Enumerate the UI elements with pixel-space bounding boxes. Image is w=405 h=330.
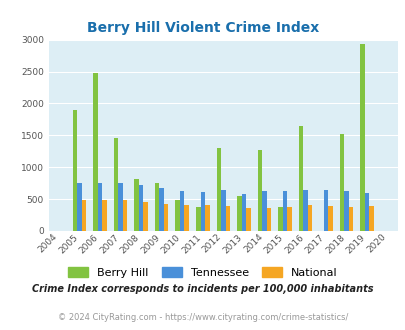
- Text: Berry Hill Violent Crime Index: Berry Hill Violent Crime Index: [87, 21, 318, 35]
- Bar: [225, 206, 230, 231]
- Bar: [123, 200, 127, 231]
- Bar: [245, 208, 250, 231]
- Bar: [266, 208, 271, 231]
- Bar: [113, 138, 118, 231]
- Bar: [323, 190, 328, 231]
- Bar: [364, 193, 369, 231]
- Bar: [282, 191, 286, 231]
- Bar: [81, 200, 86, 231]
- Bar: [262, 191, 266, 231]
- Bar: [339, 134, 343, 231]
- Bar: [98, 182, 102, 231]
- Bar: [343, 191, 348, 231]
- Text: Crime Index corresponds to incidents per 100,000 inhabitants: Crime Index corresponds to incidents per…: [32, 284, 373, 294]
- Bar: [348, 207, 352, 231]
- Bar: [257, 150, 262, 231]
- Bar: [77, 182, 81, 231]
- Bar: [93, 73, 98, 231]
- Bar: [307, 205, 311, 231]
- Bar: [359, 44, 364, 231]
- Legend: Berry Hill, Tennessee, National: Berry Hill, Tennessee, National: [64, 263, 341, 282]
- Bar: [328, 206, 332, 231]
- Bar: [179, 191, 184, 231]
- Text: © 2024 CityRating.com - https://www.cityrating.com/crime-statistics/: © 2024 CityRating.com - https://www.city…: [58, 313, 347, 322]
- Bar: [143, 202, 147, 231]
- Bar: [155, 182, 159, 231]
- Bar: [369, 207, 373, 231]
- Bar: [277, 207, 282, 231]
- Bar: [72, 110, 77, 231]
- Bar: [298, 126, 303, 231]
- Bar: [200, 192, 205, 231]
- Bar: [220, 190, 225, 231]
- Bar: [102, 200, 107, 231]
- Bar: [118, 182, 123, 231]
- Bar: [184, 205, 189, 231]
- Bar: [134, 179, 139, 231]
- Bar: [237, 196, 241, 231]
- Bar: [205, 206, 209, 231]
- Bar: [175, 200, 179, 231]
- Bar: [303, 190, 307, 231]
- Bar: [164, 204, 168, 231]
- Bar: [216, 148, 220, 231]
- Bar: [139, 185, 143, 231]
- Bar: [286, 207, 291, 231]
- Bar: [196, 207, 200, 231]
- Bar: [241, 194, 245, 231]
- Bar: [159, 188, 164, 231]
